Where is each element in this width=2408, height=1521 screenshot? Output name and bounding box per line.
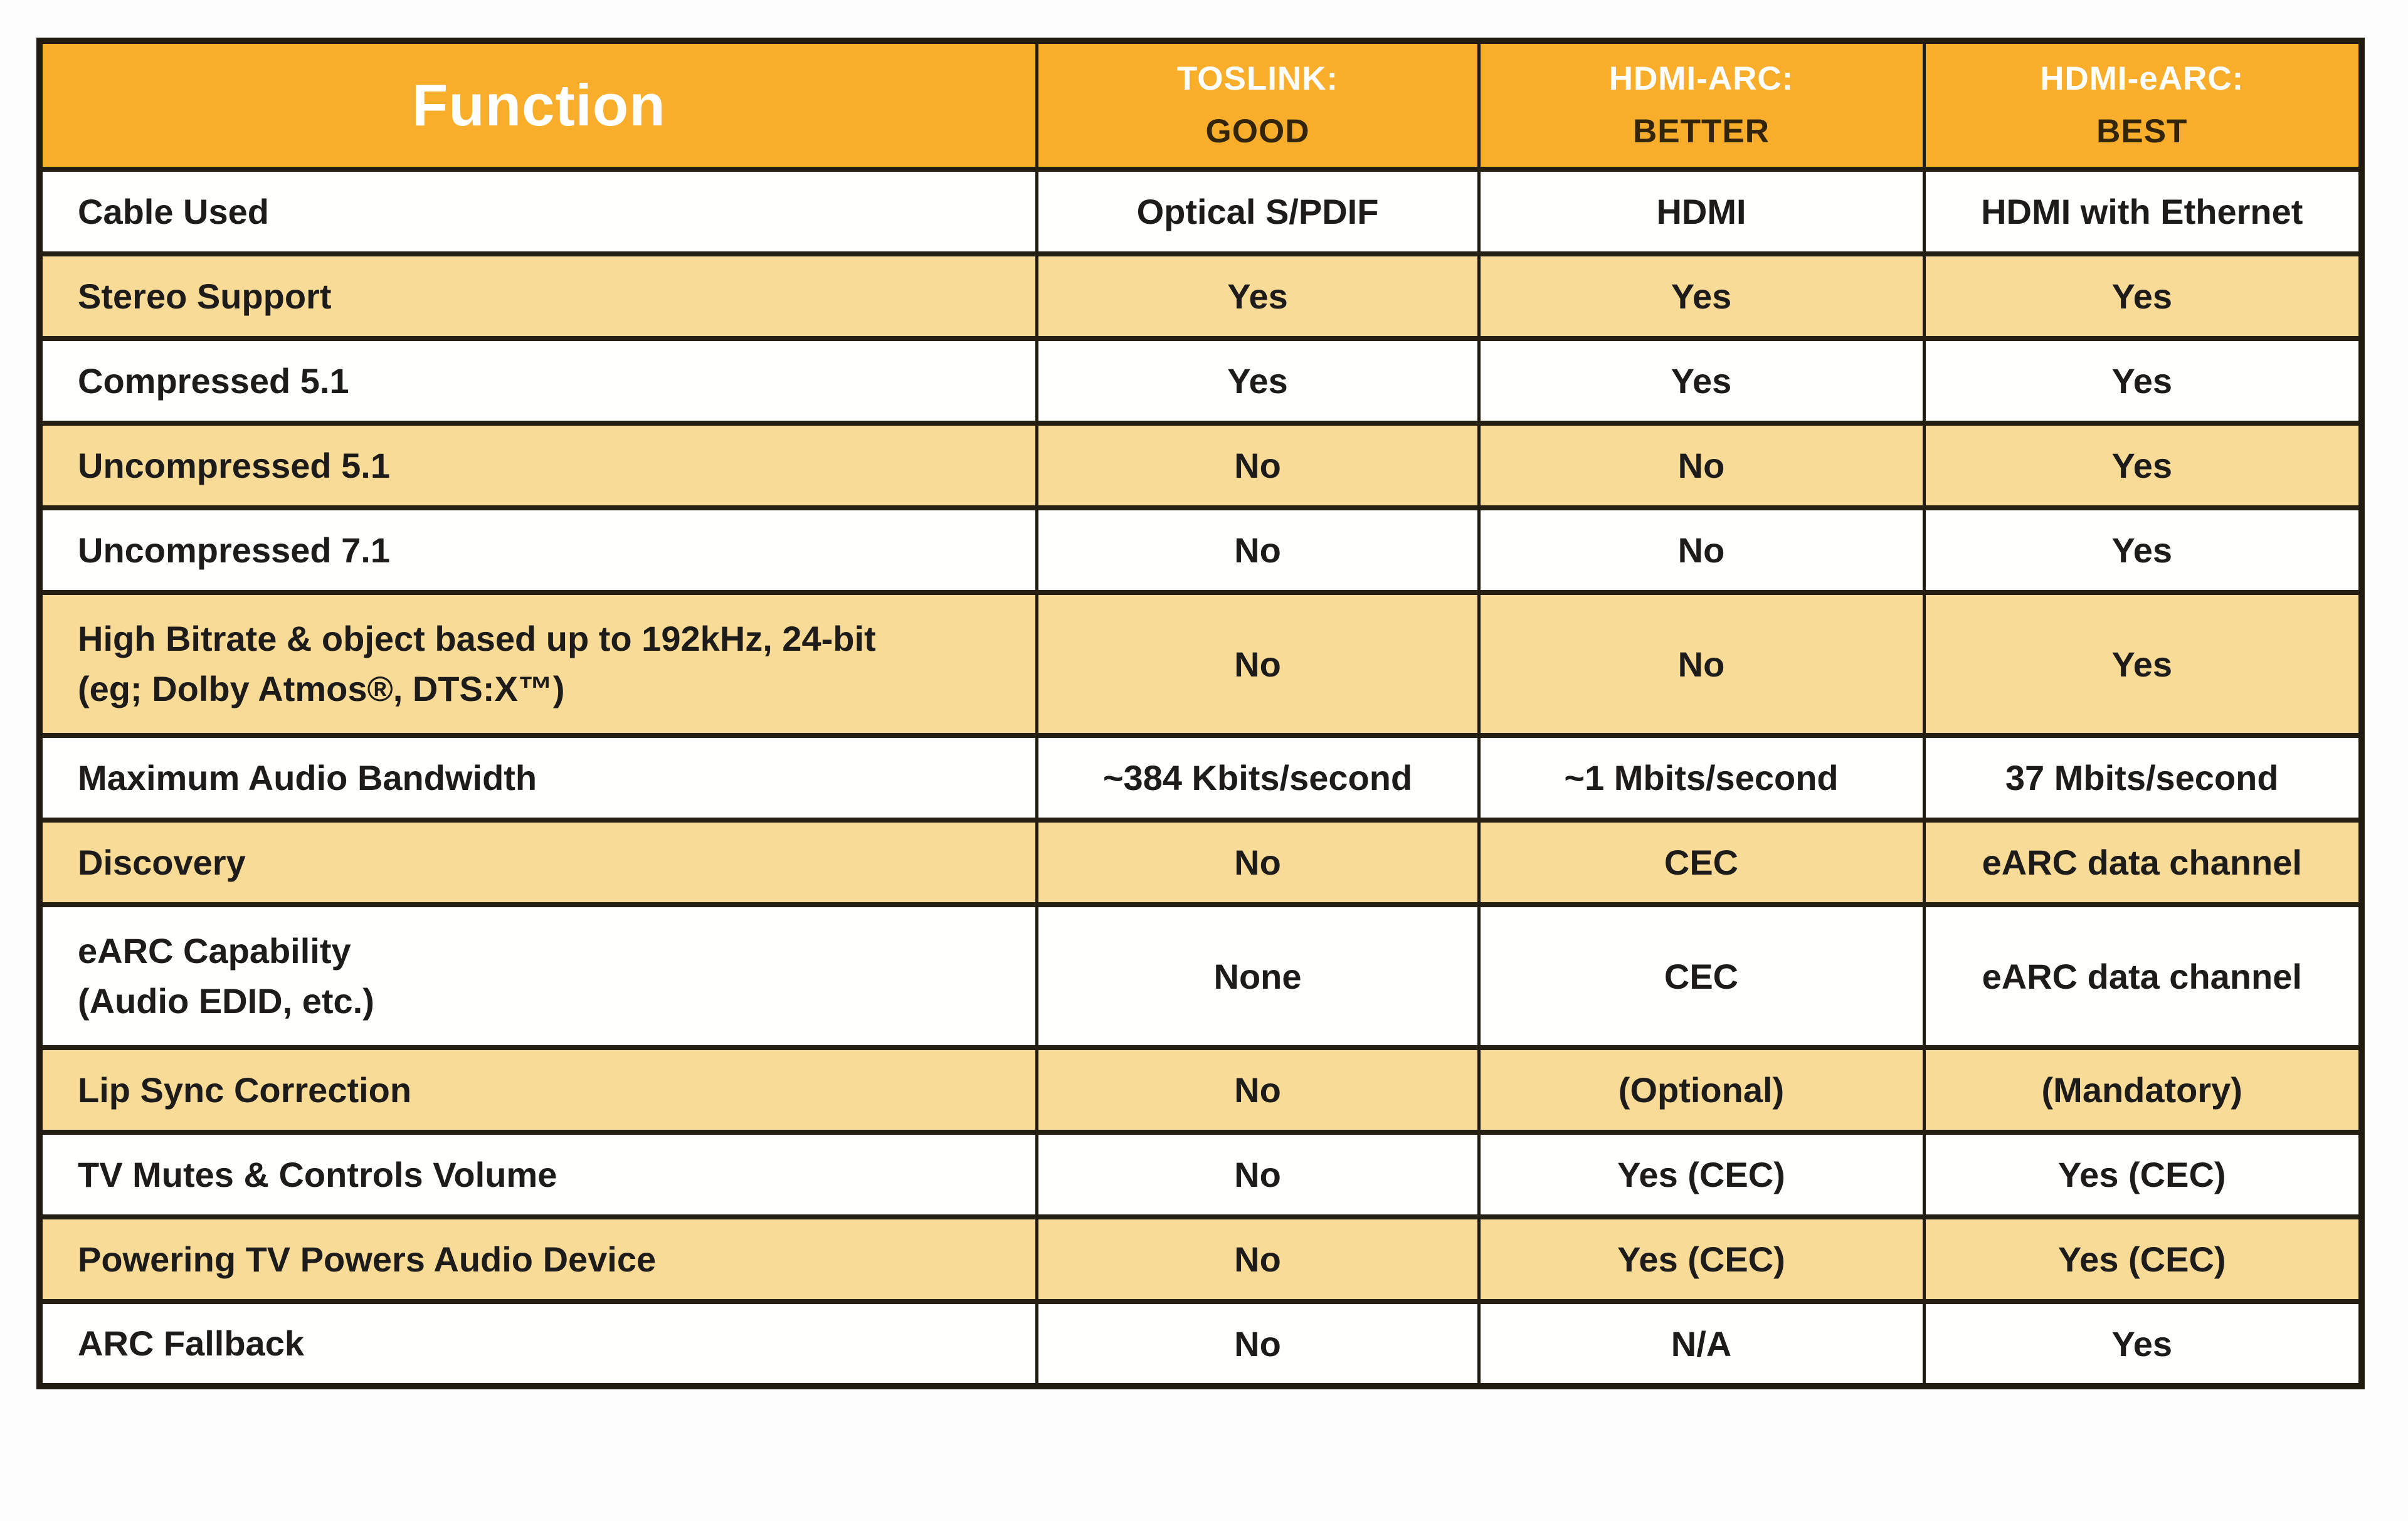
hdmi-arc-cell: Yes bbox=[1477, 251, 1926, 341]
function-cell: Cable Used bbox=[38, 167, 1038, 256]
hdmi-arc-cell: CEC bbox=[1477, 902, 1926, 1050]
toslink-cell: No bbox=[1035, 818, 1481, 907]
function-cell: Powering TV Powers Audio Device bbox=[38, 1214, 1038, 1304]
toslink-grade: GOOD bbox=[1205, 113, 1310, 150]
header-row: Function TOSLINK: GOOD HDMI-ARC: BETTER … bbox=[38, 38, 2363, 172]
hdmi-arc-cell: Yes (CEC) bbox=[1477, 1130, 1926, 1219]
hdmi-arc-column-header: HDMI-ARC: BETTER bbox=[1477, 38, 1926, 172]
hdmi-earc-cell: Yes bbox=[1922, 1299, 2363, 1389]
hdmi-earc-cell: eARC data channel bbox=[1922, 818, 2363, 907]
hdmi-arc-grade: BETTER bbox=[1633, 113, 1770, 150]
hdmi-arc-cell: Yes bbox=[1477, 336, 1926, 426]
toslink-cell: No bbox=[1035, 590, 1481, 738]
hdmi-arc-cell: N/A bbox=[1477, 1299, 1926, 1389]
hdmi-earc-cell: Yes bbox=[1922, 251, 2363, 341]
toslink-cell: No bbox=[1035, 505, 1481, 595]
hdmi-earc-cell: Yes (CEC) bbox=[1922, 1214, 2363, 1304]
hdmi-arc-cell: (Optional) bbox=[1477, 1045, 1926, 1135]
hdmi-earc-cell: (Mandatory) bbox=[1922, 1045, 2363, 1135]
function-cell: Uncompressed 7.1 bbox=[38, 505, 1038, 595]
hdmi-earc-cell: 37 Mbits/second bbox=[1922, 733, 2363, 823]
comparison-table-container: Function TOSLINK: GOOD HDMI-ARC: BETTER … bbox=[36, 38, 2365, 1389]
table-row-powering-tv-powers-audio-device: Powering TV Powers Audio Device No Yes (… bbox=[38, 1214, 2363, 1304]
hdmi-earc-cell: Yes bbox=[1922, 421, 2363, 510]
hdmi-earc-cell: HDMI with Ethernet bbox=[1922, 167, 2363, 256]
function-cell: ARC Fallback bbox=[38, 1299, 1038, 1389]
table-row-lip-sync-correction: Lip Sync Correction No (Optional) (Manda… bbox=[38, 1045, 2363, 1135]
function-cell: Maximum Audio Bandwidth bbox=[38, 733, 1038, 823]
hdmi-earc-column-header: HDMI-eARC: BEST bbox=[1922, 38, 2363, 172]
table-row-uncompressed-7-1: Uncompressed 7.1 No No Yes bbox=[38, 505, 2363, 595]
toslink-cell: None bbox=[1035, 902, 1481, 1050]
function-cell: High Bitrate & object based up to 192kHz… bbox=[38, 590, 1038, 738]
hdmi-arc-cell: HDMI bbox=[1477, 167, 1926, 256]
hdmi-earc-cell: Yes bbox=[1922, 590, 2363, 738]
function-cell: Discovery bbox=[38, 818, 1038, 907]
toslink-cell: No bbox=[1035, 1214, 1481, 1304]
function-cell: Compressed 5.1 bbox=[38, 336, 1038, 426]
hdmi-arc-cell: No bbox=[1477, 421, 1926, 510]
hdmi-arc-label: HDMI-ARC: bbox=[1608, 60, 1794, 97]
toslink-cell: No bbox=[1035, 1130, 1481, 1219]
toslink-cell: Yes bbox=[1035, 336, 1481, 426]
table-row-earc-capability: eARC Capability (Audio EDID, etc.) None C… bbox=[38, 902, 2363, 1050]
toslink-cell: ~384 Kbits/second bbox=[1035, 733, 1481, 823]
hdmi-earc-label: HDMI-eARC: bbox=[2040, 60, 2244, 97]
table-row-uncompressed-5-1: Uncompressed 5.1 No No Yes bbox=[38, 421, 2363, 510]
hdmi-earc-grade: BEST bbox=[2096, 113, 2188, 150]
audio-connection-comparison-table: Function TOSLINK: GOOD HDMI-ARC: BETTER … bbox=[36, 38, 2365, 1389]
toslink-column-header: TOSLINK: GOOD bbox=[1035, 38, 1481, 172]
function-cell: TV Mutes & Controls Volume bbox=[38, 1130, 1038, 1219]
hdmi-arc-cell: CEC bbox=[1477, 818, 1926, 907]
table-row-maximum-audio-bandwidth: Maximum Audio Bandwidth ~384 Kbits/secon… bbox=[38, 733, 2363, 823]
hdmi-arc-cell: Yes (CEC) bbox=[1477, 1214, 1926, 1304]
toslink-cell: No bbox=[1035, 1299, 1481, 1389]
toslink-cell: Optical S/PDIF bbox=[1035, 167, 1481, 256]
toslink-cell: No bbox=[1035, 421, 1481, 510]
table-row-discovery: Discovery No CEC eARC data channel bbox=[38, 818, 2363, 907]
function-cell: eARC Capability (Audio EDID, etc.) bbox=[38, 902, 1038, 1050]
function-cell: Uncompressed 5.1 bbox=[38, 421, 1038, 510]
hdmi-earc-cell: Yes bbox=[1922, 336, 2363, 426]
hdmi-arc-cell: No bbox=[1477, 505, 1926, 595]
table-row-tv-mutes-controls-volume: TV Mutes & Controls Volume No Yes (CEC) … bbox=[38, 1130, 2363, 1219]
hdmi-arc-cell: ~1 Mbits/second bbox=[1477, 733, 1926, 823]
hdmi-earc-cell: eARC data channel bbox=[1922, 902, 2363, 1050]
toslink-label: TOSLINK: bbox=[1176, 60, 1339, 97]
function-cell: Stereo Support bbox=[38, 251, 1038, 341]
table-row-arc-fallback: ARC Fallback No N/A Yes bbox=[38, 1299, 2363, 1389]
function-cell: Lip Sync Correction bbox=[38, 1045, 1038, 1135]
table-row-cable-used: Cable Used Optical S/PDIF HDMI HDMI with… bbox=[38, 167, 2363, 256]
table-row-high-bitrate: High Bitrate & object based up to 192kHz… bbox=[38, 590, 2363, 738]
toslink-cell: No bbox=[1035, 1045, 1481, 1135]
table-row-compressed-5-1: Compressed 5.1 Yes Yes Yes bbox=[38, 336, 2363, 426]
function-column-header: Function bbox=[38, 38, 1038, 172]
table-row-stereo-support: Stereo Support Yes Yes Yes bbox=[38, 251, 2363, 341]
hdmi-earc-cell: Yes (CEC) bbox=[1922, 1130, 2363, 1219]
hdmi-earc-cell: Yes bbox=[1922, 505, 2363, 595]
toslink-cell: Yes bbox=[1035, 251, 1481, 341]
hdmi-arc-cell: No bbox=[1477, 590, 1926, 738]
